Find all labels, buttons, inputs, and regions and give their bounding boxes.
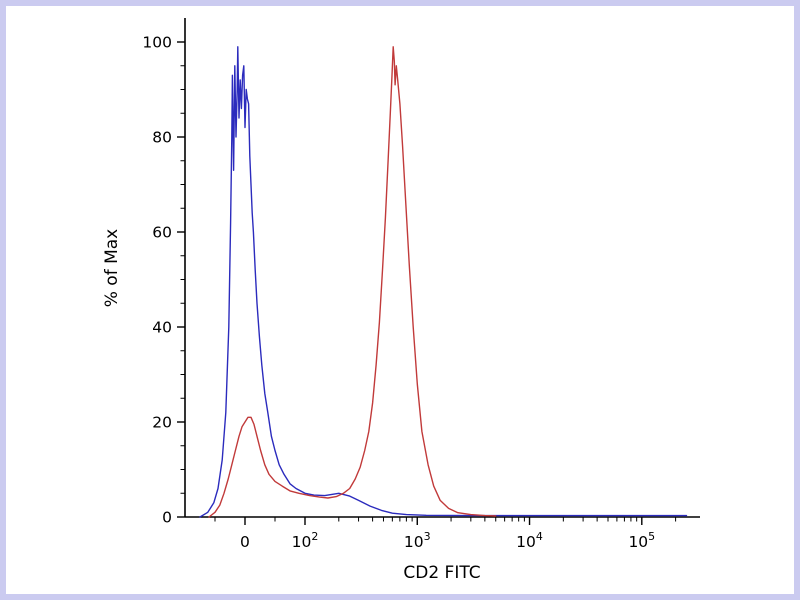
x-axis-label: CD2 FITC <box>403 563 480 583</box>
x-tick-label: 102 <box>292 530 319 551</box>
x-tick-label: 104 <box>516 530 543 551</box>
y-tick-label: 60 <box>152 224 172 242</box>
y-tick-label: 80 <box>152 129 172 147</box>
y-tick-label: 40 <box>152 319 172 337</box>
y-tick-label: 20 <box>152 414 172 432</box>
x-tick-label: 103 <box>404 530 431 551</box>
blue-unstained-control-curve <box>199 46 688 518</box>
histogram-curves <box>199 46 688 518</box>
y-tick-label: 0 <box>162 509 172 527</box>
x-tick-label: 0 <box>240 533 250 551</box>
red-cd2-fitc-stained-curve <box>208 46 497 518</box>
y-axis-label: % of Max <box>102 229 122 308</box>
x-tick-label: 105 <box>628 530 655 551</box>
axes: 0 20 40 60 80 100 0 102 103 104 105 <box>142 18 700 551</box>
plot-background <box>6 6 794 594</box>
y-tick-label: 100 <box>142 34 172 52</box>
